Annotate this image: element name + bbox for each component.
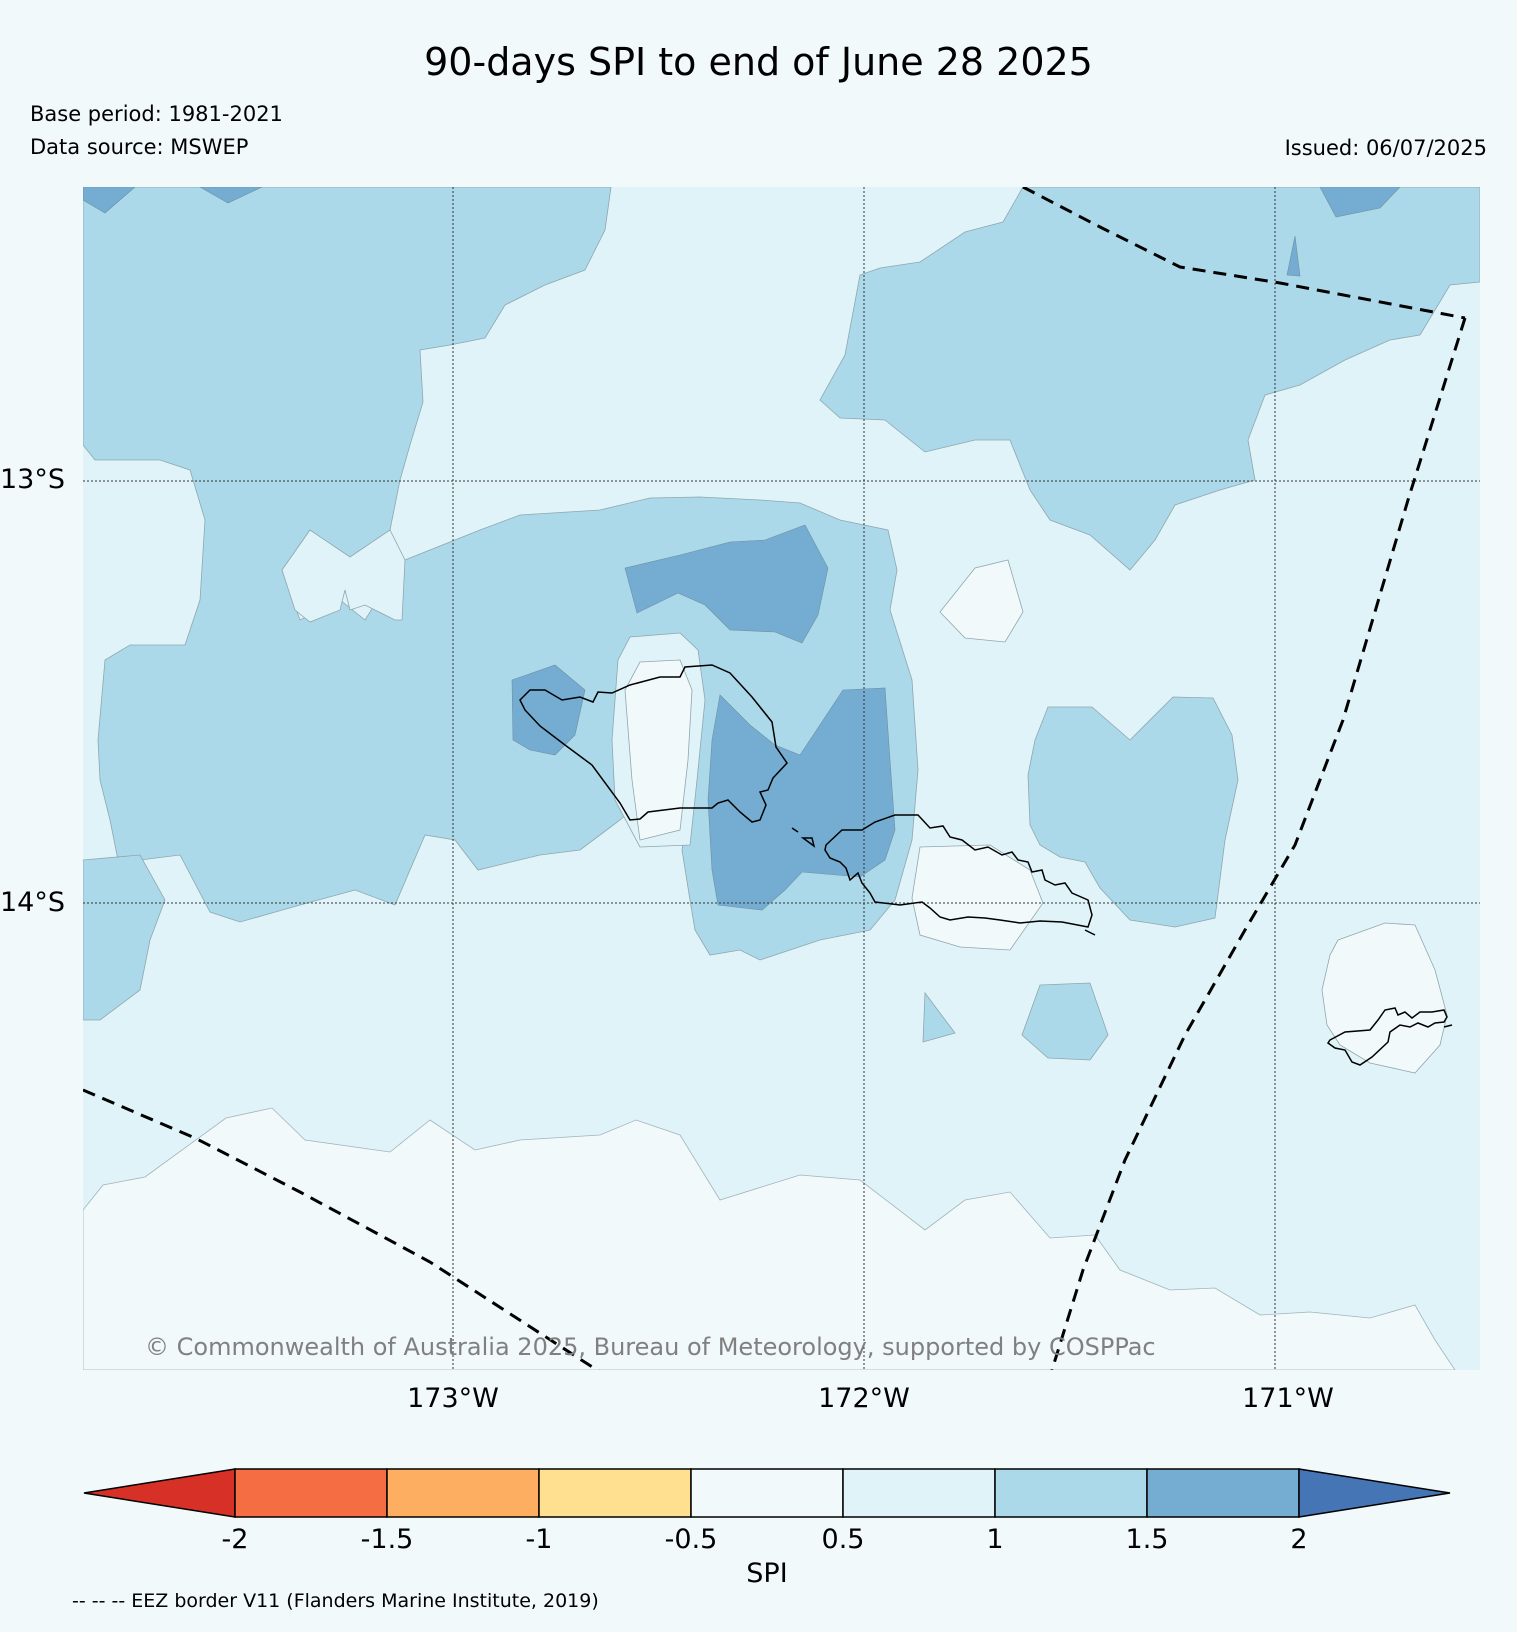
eez-border-east bbox=[1050, 317, 1467, 1370]
colorbar-swatch-2 bbox=[386, 1468, 540, 1518]
spi-patch-central-right-15-2 bbox=[707, 687, 896, 911]
spi-region-tutuila-0-05 bbox=[1321, 922, 1448, 1074]
coastline-savaii-tip bbox=[1084, 929, 1096, 936]
lon-label-172: 172°W bbox=[818, 1383, 910, 1414]
colorbar-swatch-4 bbox=[690, 1468, 844, 1518]
spi-patch-ne-15-2 bbox=[1319, 187, 1401, 218]
spi-patch-south-1-15 bbox=[1021, 982, 1109, 1061]
coastlines bbox=[519, 664, 1453, 1066]
coastline-manono bbox=[800, 837, 816, 848]
spi-patch-south-small-1-15 bbox=[922, 991, 956, 1043]
lat-label-13: 13°S bbox=[0, 464, 65, 495]
spi-patch-north-15-2 bbox=[199, 187, 263, 204]
lon-label-171: 171°W bbox=[1242, 1383, 1334, 1414]
colorbar-tick: -1 bbox=[526, 1524, 553, 1555]
coastline-tutuila bbox=[1326, 1007, 1448, 1066]
spi-region-south-0-05 bbox=[83, 1107, 1456, 1370]
spi-map bbox=[83, 187, 1480, 1370]
colorbar-tick: 1 bbox=[986, 1524, 1003, 1555]
spi-region-east-central-0-05 bbox=[939, 559, 1024, 643]
data-source: Data source: MSWEP bbox=[30, 135, 249, 159]
colorbar-swatch-3 bbox=[538, 1468, 692, 1518]
colorbar-tick: 2 bbox=[1290, 1524, 1307, 1555]
colorbar-tick: -2 bbox=[222, 1524, 249, 1555]
coastline-apolima bbox=[791, 827, 799, 833]
colorbar-tick: -1.5 bbox=[361, 1524, 414, 1555]
eez-border-southwest bbox=[83, 1088, 600, 1370]
lon-label-173: 173°W bbox=[407, 1383, 499, 1414]
base-period: Base period: 1981-2021 bbox=[30, 102, 283, 126]
chart-title: 90-days SPI to end of June 28 2025 bbox=[424, 40, 1093, 84]
issued-date: Issued: 06/07/2025 bbox=[1284, 136, 1487, 160]
spi-hole-nw bbox=[281, 529, 406, 623]
coastline-savaii bbox=[519, 664, 788, 823]
coastline-upolu bbox=[824, 814, 1093, 928]
spi-region-east-central-1-15 bbox=[1027, 696, 1239, 928]
spi-patch-central-upper-15-2 bbox=[624, 524, 829, 644]
spi-region-west-central-0-05 bbox=[624, 659, 693, 841]
colorbar-swatch-5 bbox=[842, 1468, 996, 1518]
spi-patch-ne-small-15-2 bbox=[1286, 235, 1301, 277]
colorbar-swatch-7 bbox=[1146, 1468, 1300, 1518]
eez-border-north bbox=[1022, 187, 1466, 320]
colorbar-extend-low bbox=[83, 1468, 236, 1518]
colorbar-tick: 1.5 bbox=[1126, 1524, 1169, 1555]
colorbar-title: SPI bbox=[746, 1558, 787, 1589]
colorbar-ticks: -2 -1.5 -1 -0.5 0.5 1 1.5 2 bbox=[222, 1524, 1308, 1555]
lat-label-14: 14°S bbox=[0, 887, 65, 918]
coastline-tutuila-tip bbox=[1443, 1024, 1453, 1028]
eez-footnote: -- -- -- EEZ border V11 (Flanders Marine… bbox=[72, 1590, 599, 1612]
colorbar bbox=[83, 1468, 1451, 1518]
spi-region-west-edge-1-15 bbox=[83, 854, 166, 1021]
spi-region-ne-1-15 bbox=[819, 187, 1480, 571]
eez-borders bbox=[83, 187, 1467, 1370]
colorbar-tick: -0.5 bbox=[665, 1524, 718, 1555]
copyright-notice: © Commonwealth of Australia 2025, Bureau… bbox=[145, 1333, 1156, 1361]
gridlines bbox=[83, 187, 1480, 1370]
colorbar-extend-high bbox=[1298, 1468, 1451, 1518]
colorbar-swatch-1 bbox=[234, 1468, 388, 1518]
spi-region-upolu-0-05 bbox=[911, 844, 1044, 951]
spi-patch-nw-corner-15-2 bbox=[83, 187, 136, 214]
colorbar-swatch-6 bbox=[994, 1468, 1148, 1518]
colorbar-tick: 0.5 bbox=[822, 1524, 865, 1555]
